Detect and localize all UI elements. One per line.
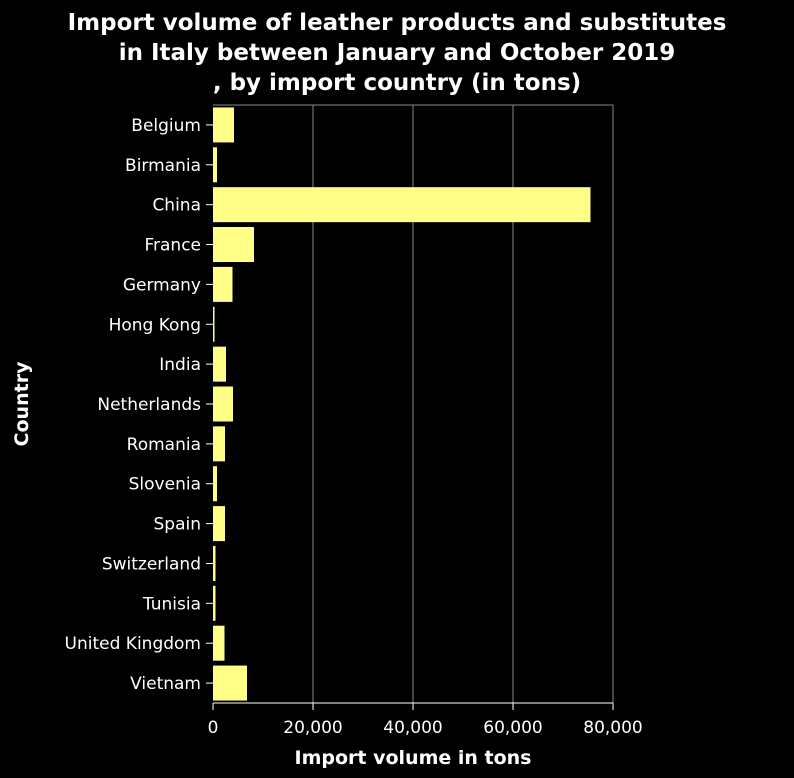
y-tick-label: Germany bbox=[123, 275, 201, 295]
bar bbox=[213, 665, 247, 701]
bar bbox=[213, 306, 215, 342]
x-tick-label: 0 bbox=[208, 718, 219, 738]
bars bbox=[213, 107, 591, 701]
bar bbox=[213, 545, 216, 581]
bar bbox=[213, 466, 217, 502]
x-tick-label: 80,000 bbox=[583, 718, 642, 738]
bar bbox=[213, 585, 216, 621]
y-tick-label: India bbox=[159, 355, 201, 375]
bar bbox=[213, 266, 233, 302]
bar bbox=[213, 147, 217, 183]
y-tick-label: France bbox=[144, 236, 201, 256]
x-axis-label: Import volume in tons bbox=[295, 747, 532, 769]
y-axis: Belgium Birmania China France Germany Hong Ko… bbox=[65, 116, 213, 694]
chart-title-line: Import volume of leather products and su… bbox=[68, 10, 727, 36]
x-axis: 0 20,000 40,000 60,000 80,000 bbox=[208, 702, 643, 738]
x-tick-label: 60,000 bbox=[483, 718, 542, 738]
bar bbox=[213, 386, 233, 422]
y-tick-label: Birmania bbox=[125, 156, 201, 176]
bar bbox=[213, 625, 225, 661]
y-axis-label: Country bbox=[11, 361, 33, 447]
y-tick-label: China bbox=[152, 196, 201, 216]
y-tick-label: Hong Kong bbox=[109, 315, 201, 335]
bar bbox=[213, 227, 254, 263]
y-tick-label: Slovenia bbox=[129, 475, 201, 495]
y-tick-label: United Kingdom bbox=[65, 634, 201, 654]
bar bbox=[213, 187, 591, 223]
y-tick-label: Romania bbox=[127, 435, 201, 455]
chart-title-line: , by import country (in tons) bbox=[213, 70, 581, 96]
bar bbox=[213, 426, 225, 462]
bar bbox=[213, 346, 226, 382]
x-tick-label: 40,000 bbox=[383, 718, 442, 738]
chart-title: Import volume of leather products and su… bbox=[68, 10, 727, 96]
bar bbox=[213, 506, 225, 542]
bar bbox=[213, 107, 234, 143]
chart-title-line: in Italy between January and October 201… bbox=[119, 40, 676, 66]
y-tick-label: Belgium bbox=[131, 116, 201, 136]
y-tick-label: Netherlands bbox=[97, 395, 201, 415]
y-tick-label: Tunisia bbox=[142, 594, 201, 614]
y-tick-label: Vietnam bbox=[130, 674, 201, 694]
y-tick-label: Switzerland bbox=[102, 554, 201, 574]
y-tick-label: Spain bbox=[154, 515, 202, 535]
x-tick-label: 20,000 bbox=[283, 718, 342, 738]
